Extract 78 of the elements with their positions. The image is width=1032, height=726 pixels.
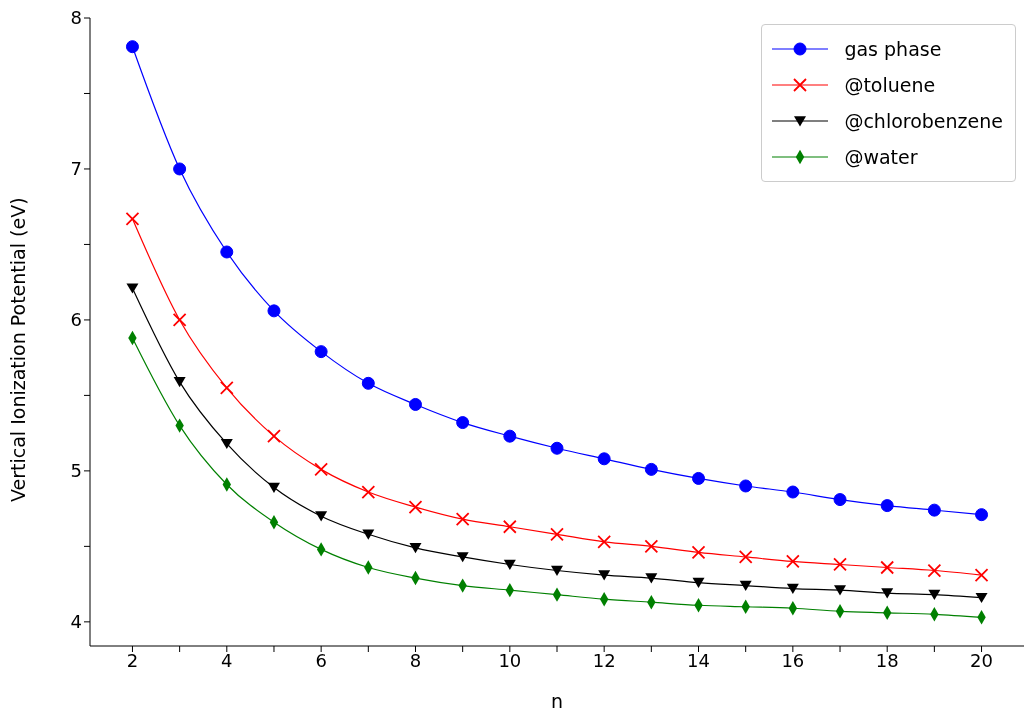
point bbox=[644, 539, 659, 554]
point bbox=[267, 304, 281, 318]
point bbox=[927, 503, 941, 517]
y-axis-title: Vertical Ionization Potential (eV) bbox=[6, 197, 29, 502]
y-tick-label: 4 bbox=[70, 611, 82, 633]
point bbox=[644, 462, 658, 476]
point bbox=[738, 550, 753, 564]
point bbox=[927, 563, 942, 578]
legend-label: @chlorobenzene bbox=[844, 110, 1003, 132]
point bbox=[125, 211, 140, 226]
point bbox=[220, 245, 234, 259]
y-tick-label: 7 bbox=[70, 158, 82, 180]
point bbox=[314, 345, 328, 359]
x-tick-label: 8 bbox=[409, 649, 422, 671]
point bbox=[503, 429, 517, 443]
point bbox=[361, 485, 376, 499]
point bbox=[880, 499, 894, 513]
x-tick-label: 14 bbox=[687, 649, 710, 671]
point bbox=[786, 485, 800, 499]
point bbox=[503, 559, 516, 570]
x-axis-title: n bbox=[550, 690, 564, 712]
y-tick-label: 5 bbox=[70, 460, 82, 482]
point bbox=[974, 568, 989, 582]
point bbox=[126, 283, 139, 294]
point bbox=[785, 554, 800, 569]
y-tick-label: 6 bbox=[70, 309, 82, 331]
point bbox=[550, 527, 564, 542]
point bbox=[455, 512, 470, 527]
point bbox=[550, 441, 564, 455]
point bbox=[786, 583, 799, 595]
point bbox=[219, 380, 234, 395]
point bbox=[692, 577, 705, 588]
point bbox=[833, 557, 847, 572]
point bbox=[692, 471, 706, 485]
point bbox=[597, 452, 611, 466]
point bbox=[551, 565, 563, 576]
point bbox=[881, 588, 894, 599]
y-tick-label: 8 bbox=[70, 7, 82, 29]
point bbox=[880, 560, 895, 575]
point bbox=[928, 589, 941, 601]
point bbox=[834, 585, 847, 596]
x-tick-label: 18 bbox=[875, 649, 899, 671]
point bbox=[502, 519, 517, 534]
point bbox=[173, 377, 186, 388]
point bbox=[220, 438, 233, 450]
x-tick-label: 16 bbox=[781, 649, 805, 671]
x-tick-label: 20 bbox=[970, 649, 993, 671]
point bbox=[833, 493, 847, 507]
point bbox=[691, 545, 706, 560]
point bbox=[362, 529, 375, 540]
point bbox=[645, 573, 658, 584]
point bbox=[361, 376, 375, 390]
x-tick-label: 4 bbox=[221, 649, 233, 671]
point bbox=[408, 397, 422, 411]
x-tick-label: 12 bbox=[592, 649, 616, 671]
x-tick-label: 10 bbox=[498, 649, 522, 671]
point bbox=[172, 313, 187, 327]
point bbox=[408, 500, 423, 515]
point bbox=[739, 479, 753, 493]
point bbox=[456, 552, 469, 563]
point bbox=[597, 534, 612, 549]
point bbox=[456, 416, 470, 430]
point bbox=[314, 462, 329, 477]
point bbox=[267, 429, 281, 444]
point bbox=[125, 40, 139, 54]
point bbox=[267, 482, 280, 493]
legend-label: @water bbox=[844, 146, 918, 168]
point bbox=[739, 580, 752, 592]
legend-label: gas phase bbox=[844, 38, 942, 60]
point bbox=[173, 162, 187, 176]
point bbox=[315, 511, 328, 522]
point bbox=[598, 570, 611, 581]
point bbox=[975, 592, 988, 604]
x-tick-label: 2 bbox=[126, 649, 139, 671]
legend-label: @toluene bbox=[844, 74, 936, 96]
point bbox=[975, 508, 989, 522]
x-tick-label: 6 bbox=[315, 649, 327, 671]
point bbox=[409, 543, 422, 554]
